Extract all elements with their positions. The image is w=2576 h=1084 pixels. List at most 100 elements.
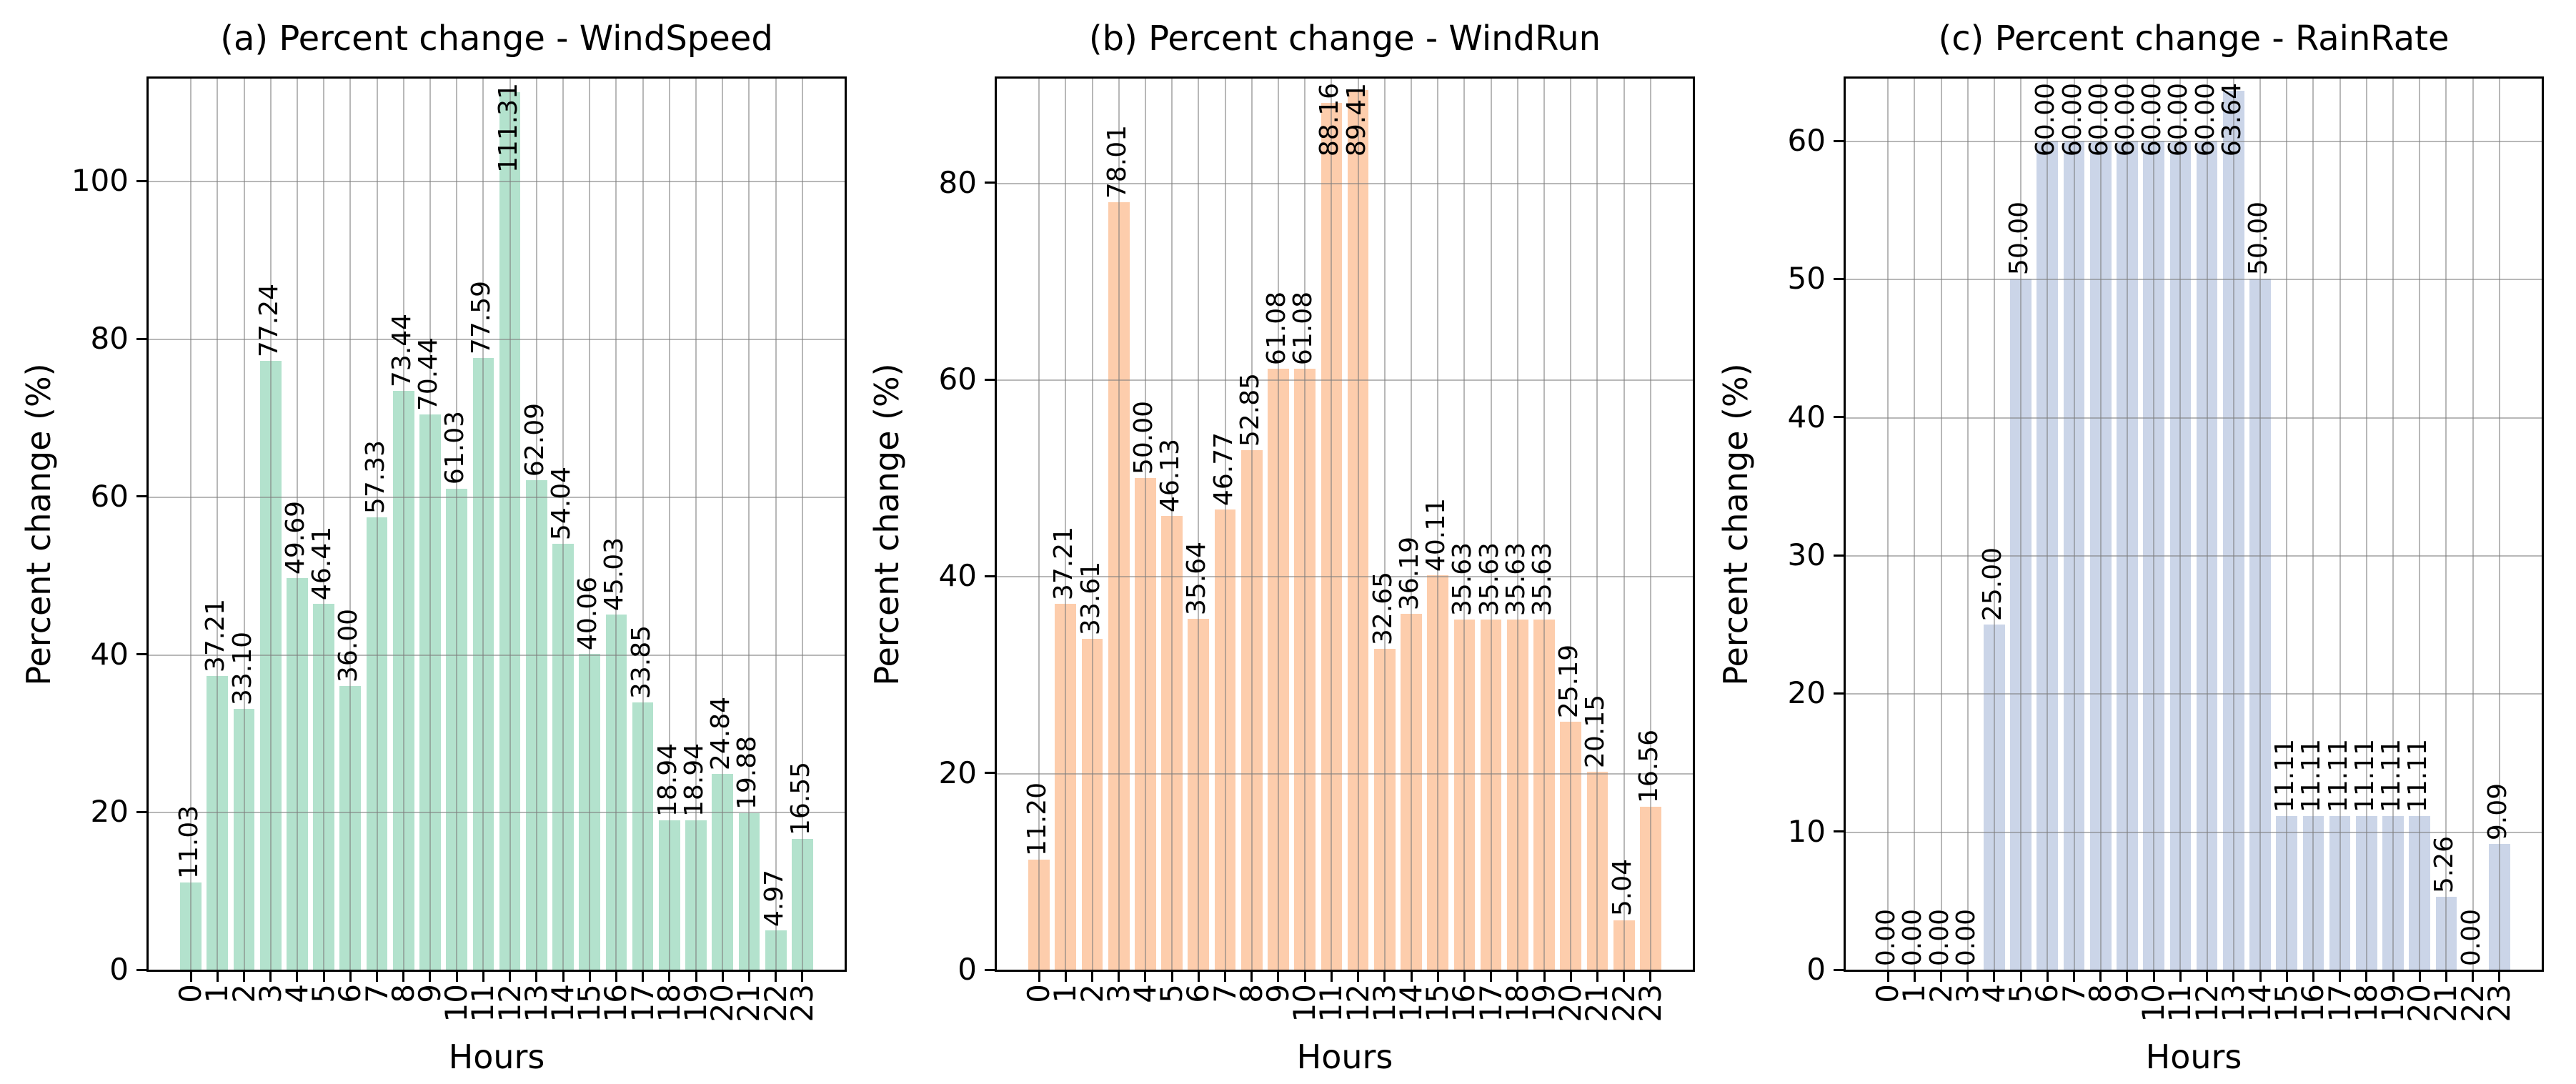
bar-value-label: 25.00 [1977, 547, 2007, 621]
bar-value-label: 73.44 [387, 313, 417, 387]
y-tick-label: 40 [938, 558, 977, 594]
y-tick-mark [1834, 968, 1844, 971]
bar-value-label: 61.08 [1288, 292, 1318, 366]
bar-value-label: 45.03 [600, 537, 630, 612]
x-tick-mark [349, 972, 352, 982]
x-tick-mark [1410, 972, 1413, 982]
x-tick-label: 21 [1579, 984, 1615, 1023]
x-tick-mark [1330, 972, 1333, 982]
bar-value-label: 77.59 [467, 280, 497, 354]
x-tick-mark [562, 972, 565, 982]
y-tick-label: 30 [1787, 537, 1826, 572]
y-gridline [149, 496, 845, 498]
x-tick-mark [1436, 972, 1439, 982]
x-gridline [2365, 79, 2367, 970]
x-tick-mark [1649, 972, 1652, 982]
x-tick-mark [1516, 972, 1519, 982]
x-gridline [1118, 79, 1120, 970]
x-tick-mark [2206, 972, 2209, 982]
x-gridline [1357, 79, 1359, 970]
x-gridline [1304, 79, 1306, 970]
x-gridline [2419, 79, 2421, 970]
bar-hour-22 [765, 930, 787, 970]
x-gridline [801, 79, 803, 970]
y-tick-mark [1834, 139, 1844, 142]
bar-value-label: 5.04 [1607, 859, 1637, 917]
x-tick-label: 2 [1923, 984, 1959, 1003]
chart-title-windspeed: (a) Percent change - WindSpeed [220, 19, 773, 59]
x-tick-mark [1064, 972, 1067, 982]
x-gridline [2126, 79, 2128, 970]
bar-hour-18 [2355, 816, 2377, 970]
x-tick-mark [2339, 972, 2342, 982]
bar-hour-18 [658, 820, 680, 970]
x-gridline [2232, 79, 2234, 970]
bar-hour-21 [1586, 771, 1608, 970]
x-tick-mark [2418, 972, 2421, 982]
x-gridline [2073, 79, 2075, 970]
bar-value-label: 78.01 [1102, 125, 1132, 199]
x-axis-label-windspeed: Hours [448, 1038, 545, 1076]
x-gridline [722, 79, 724, 970]
x-tick-mark [2498, 972, 2501, 982]
x-tick-label: 23 [784, 984, 820, 1023]
x-gridline [1516, 79, 1518, 970]
x-gridline [1570, 79, 1572, 970]
bar-hour-15 [1427, 575, 1449, 970]
x-gridline [1277, 79, 1279, 970]
x-tick-mark [296, 972, 299, 982]
x-tick-mark [1596, 972, 1598, 982]
bar-value-label: 25.19 [1554, 645, 1584, 719]
x-gridline [562, 79, 564, 970]
bar-value-label: 11.11 [2297, 739, 2327, 813]
bar-hour-21 [2435, 897, 2457, 970]
bar-value-label: 46.41 [307, 526, 337, 600]
x-tick-mark [721, 972, 724, 982]
bar-hour-20 [712, 773, 734, 970]
x-tick-label: 6 [332, 984, 368, 1003]
x-gridline [1224, 79, 1226, 970]
x-gridline [269, 79, 272, 970]
y-tick-label: 0 [1806, 952, 1826, 987]
x-tick-label: 16 [1446, 984, 1482, 1023]
bar-hour-14 [2249, 279, 2271, 970]
bar-value-label: 89.41 [1341, 83, 1371, 157]
bar-value-label: 40.06 [573, 576, 603, 650]
y-gridline [1846, 693, 2542, 695]
bar-value-label: 16.55 [785, 762, 815, 836]
x-tick-mark [2152, 972, 2155, 982]
x-tick-label: 8 [2082, 984, 2118, 1003]
y-tick-label: 40 [1787, 399, 1826, 434]
x-tick-label: 4 [279, 984, 314, 1003]
x-gridline [1411, 79, 1412, 970]
bar-value-label: 11.11 [2349, 739, 2379, 813]
x-gridline [1171, 79, 1173, 970]
y-gridline [1846, 555, 2542, 557]
x-tick-mark [1224, 972, 1227, 982]
bar-hour-7 [2063, 141, 2085, 970]
x-tick-label: 17 [625, 984, 660, 1023]
bar-value-label: 62.09 [519, 402, 549, 477]
bar-value-label: 5.26 [2430, 836, 2460, 894]
x-gridline [1887, 79, 1889, 970]
bar-hour-0 [1028, 859, 1050, 970]
x-gridline [2339, 79, 2341, 970]
bar-value-label: 37.21 [201, 599, 231, 673]
x-gridline [642, 79, 644, 970]
x-gridline [1038, 79, 1040, 970]
bar-value-label: 11.20 [1023, 782, 1053, 856]
x-gridline [1966, 79, 1969, 970]
bar-value-label: 46.77 [1208, 432, 1238, 507]
x-tick-label: 3 [1949, 984, 1985, 1003]
bar-hour-20 [1560, 722, 1582, 970]
y-axis-label-windspeed: Percent change (%) [19, 362, 58, 686]
x-tick-label: 1 [199, 984, 235, 1003]
bar-value-label: 35.63 [1474, 542, 1504, 616]
bar-hour-0 [180, 882, 202, 970]
x-tick-label: 19 [678, 984, 714, 1023]
y-tick-label: 10 [1787, 813, 1826, 849]
y-gridline [997, 182, 1693, 184]
x-tick-label: 18 [651, 984, 687, 1023]
y-tick-label: 20 [90, 794, 129, 830]
bar-hour-1 [207, 676, 229, 970]
